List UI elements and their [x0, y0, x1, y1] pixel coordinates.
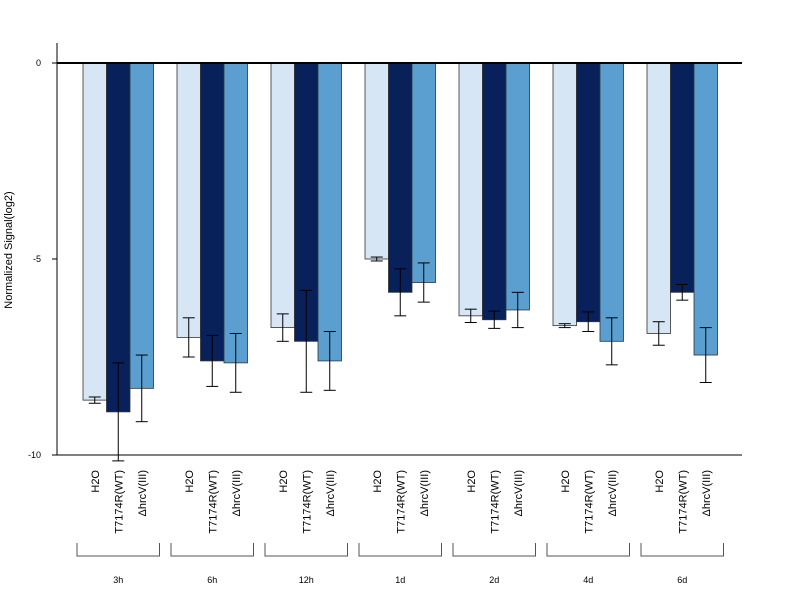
category-label: ΔhrcV(III): [231, 470, 243, 516]
bar-3h-1: [82, 62, 107, 401]
group-label-6d: 6d: [677, 575, 687, 585]
category-label: ΔhrcV(III): [607, 470, 619, 516]
group-bracket-4d: [546, 543, 630, 557]
category-label: ΔhrcV(III): [137, 470, 149, 516]
y-axis-label: Normalized Signal(log2): [3, 191, 15, 308]
bars-layer: [82, 62, 718, 413]
category-label: ΔhrcV(III): [701, 470, 713, 516]
y-tick-label: 0: [36, 58, 41, 68]
group-bracket-2d: [452, 543, 536, 557]
bar-6h-3: [223, 62, 248, 364]
category-label: T7174R(WT): [113, 470, 125, 534]
category-label: ΔhrcV(III): [325, 470, 337, 516]
bar-6d-2: [670, 62, 695, 293]
y-tick-label: -5: [33, 254, 41, 264]
category-label: ΔhrcV(III): [419, 470, 431, 516]
category-label: H2O: [372, 470, 384, 493]
group-bracket-12h: [264, 543, 348, 557]
category-label: T7174R(WT): [301, 470, 313, 534]
category-label: ΔhrcV(III): [513, 470, 525, 516]
category-label: T7174R(WT): [583, 470, 595, 534]
bar-4d-2: [576, 62, 601, 323]
bar-4d-3: [599, 62, 624, 342]
category-label: T7174R(WT): [489, 470, 501, 534]
bar-6d-1: [646, 62, 671, 334]
group-bracket-3h: [76, 543, 160, 557]
group-label-1d: 1d: [395, 575, 405, 585]
bar-3h-3: [129, 62, 154, 389]
bar-1d-1: [364, 62, 389, 260]
bar-2d-3: [505, 62, 530, 311]
group-bracket-6d: [640, 543, 724, 557]
bar-4d-1: [552, 62, 577, 327]
category-label: H2O: [560, 470, 572, 493]
bar-12h-1: [270, 62, 295, 329]
labels-layer: H2O T7174R(WT) ΔhrcV(III) 3h H2O T7174R(WT) Δh…: [28, 58, 713, 585]
category-label: H2O: [654, 470, 666, 493]
bar-6d-3: [693, 62, 718, 356]
bar-2d-2: [482, 62, 507, 321]
category-label: H2O: [90, 470, 102, 493]
group-label-2d: 2d: [489, 575, 499, 585]
bar-6h-1: [176, 62, 201, 338]
error-bars-layer: [88, 256, 712, 462]
group-bracket-1d: [358, 543, 442, 557]
bar-6h-2: [200, 62, 225, 362]
bar-3h-2: [106, 62, 131, 413]
bar-12h-3: [317, 62, 342, 362]
axes-layer: [52, 43, 742, 557]
bar-2d-1: [458, 62, 483, 317]
category-label: H2O: [466, 470, 478, 493]
group-label-6h: 6h: [207, 575, 217, 585]
category-label: T7174R(WT): [677, 470, 689, 534]
group-label-12h: 12h: [299, 575, 314, 585]
group-label-3h: 3h: [113, 575, 123, 585]
category-label: H2O: [278, 470, 290, 493]
category-label: H2O: [184, 470, 196, 493]
bar-1d-3: [411, 62, 436, 283]
group-bracket-6h: [170, 543, 254, 557]
category-label: T7174R(WT): [395, 470, 407, 534]
category-label: T7174R(WT): [207, 470, 219, 534]
y-tick-label: -10: [28, 450, 41, 460]
group-label-4d: 4d: [583, 575, 593, 585]
bar-1d-2: [388, 62, 413, 293]
